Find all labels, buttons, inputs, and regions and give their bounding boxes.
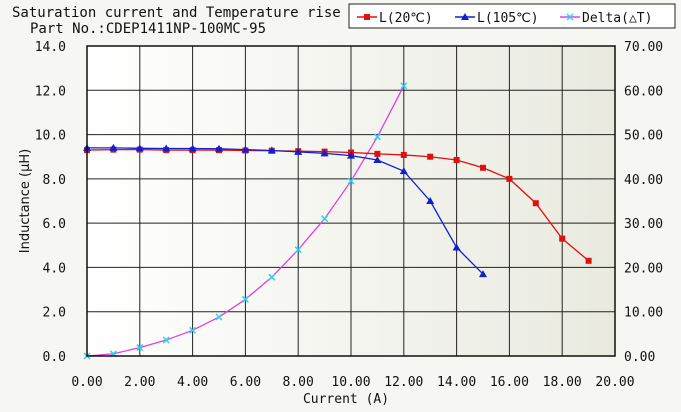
x-tick-label: 14.00 (437, 375, 476, 390)
data-point (241, 145, 250, 153)
x-tick-label: 0.00 (71, 375, 102, 390)
y-tick-label: 6.0 (43, 217, 66, 232)
data-point (347, 151, 355, 159)
y-tick-label: 2.0 (43, 306, 66, 321)
legend-swatch-marker (364, 14, 370, 20)
legend-label: Delta(△T) (582, 11, 652, 26)
axes (86, 45, 616, 357)
x-tick-label: 16.00 (490, 375, 529, 390)
tick-labels: 0.00 2.00 4.00 6.00 8.00 10.00 12.00 14.00 16.00… (35, 40, 663, 390)
x-tick-label: 18.00 (543, 375, 582, 390)
data-point (426, 197, 435, 204)
data-point (215, 313, 223, 321)
y2-tick-label: 70.00 (624, 40, 663, 55)
data-point (321, 215, 329, 223)
data-point (506, 175, 513, 182)
data-point (188, 144, 197, 152)
data-point (189, 326, 197, 334)
y-tick-label: 10.0 (35, 129, 66, 144)
y2-tick-label: 40.00 (624, 173, 663, 188)
y2-tick-label: 60.00 (624, 84, 663, 99)
legend: L(20℃) L(105℃) Delta(△T) (348, 3, 676, 29)
x-tick-label: 10.00 (331, 375, 370, 390)
data-point (136, 344, 144, 352)
y2-tick-label: 30.00 (624, 217, 663, 232)
data-point (294, 147, 303, 155)
data-point (374, 150, 381, 157)
legend-label: L(20℃) (379, 11, 433, 26)
x-axis-title: Current (A) (303, 392, 389, 407)
data-point (479, 270, 487, 278)
y-tick-label: 4.0 (43, 261, 66, 276)
data-point (268, 273, 276, 281)
y2-tick-label: 50.00 (624, 129, 663, 144)
data-point (241, 295, 249, 303)
data-point (399, 167, 408, 175)
y-tick-label: 0.0 (43, 350, 66, 365)
legend-label: L(105℃) (477, 11, 539, 26)
data-point (532, 200, 539, 207)
data-point (135, 144, 144, 152)
data-point (373, 133, 381, 141)
data-point (480, 164, 486, 171)
y-tick-label: 14.0 (35, 40, 66, 55)
data-point (453, 157, 460, 164)
x-tick-label: 2.00 (124, 375, 155, 390)
data-point (427, 153, 434, 160)
series-line (87, 147, 484, 275)
y2-tick-label: 0.00 (624, 350, 655, 365)
x-tick-label: 6.00 (230, 375, 261, 390)
data-point (585, 257, 592, 264)
data-point (400, 82, 408, 90)
data-point (320, 149, 329, 157)
series-layer (83, 82, 592, 360)
data-point (400, 151, 407, 158)
legend-swatch-marker (566, 13, 574, 21)
x-tick-label: 8.00 (283, 375, 314, 390)
series-1 (83, 143, 487, 278)
x-tick-label: 12.00 (384, 375, 423, 390)
y2-tick-label: 20.00 (624, 261, 663, 276)
y2-tick-label: 10.00 (624, 306, 663, 321)
chart-title: Saturation current and Temperature rise (12, 5, 341, 21)
data-point (215, 144, 223, 152)
legend-swatch-marker (461, 13, 469, 20)
data-point (162, 336, 170, 344)
chart-subtitle: Part No.:CDEP1411NP-100MC-95 (30, 21, 266, 37)
legend-box (348, 3, 676, 29)
data-point (373, 156, 382, 164)
y-tick-label: 8.0 (43, 173, 66, 188)
data-point (347, 177, 355, 185)
data-point (109, 143, 118, 151)
data-point (267, 146, 276, 154)
x-tick-label: 4.00 (177, 375, 208, 390)
y-tick-label: 12.0 (35, 84, 66, 99)
series-line (86, 148, 590, 262)
data-point (162, 144, 171, 152)
plot-frame (86, 45, 616, 357)
data-point (294, 246, 302, 254)
data-point (452, 243, 461, 251)
y-axis-title: Inductance (μH) (18, 149, 33, 253)
x-tick-label: 20.00 (595, 375, 634, 390)
data-point (559, 235, 566, 242)
